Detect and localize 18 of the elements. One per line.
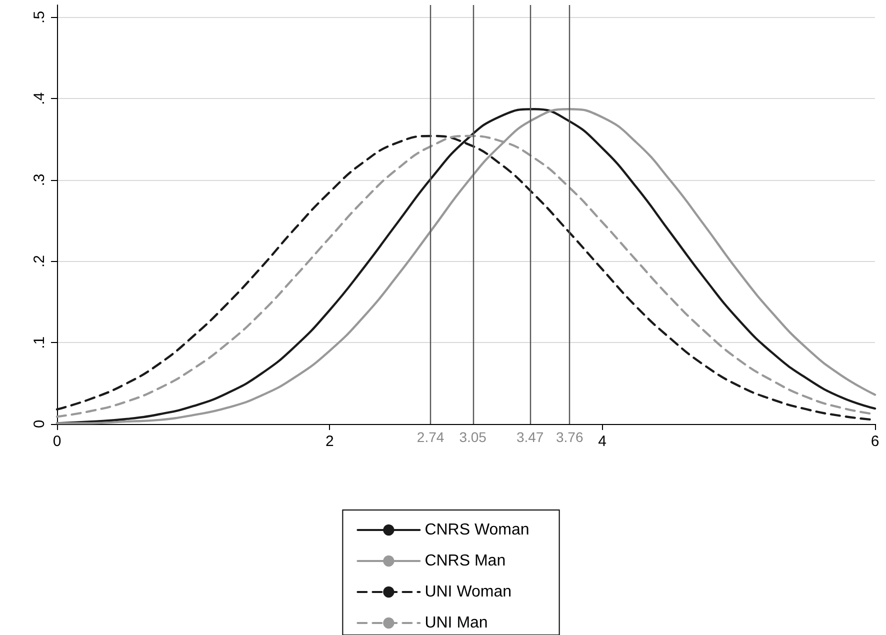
ref-line-label: 3.47 [516,429,544,445]
legend-label: UNI Man [424,614,488,632]
x-tick-label: 0 [52,433,62,450]
x-tick-label: 6 [870,433,880,450]
x-tick-label: 2 [325,433,334,450]
y-tick-label: .4 [31,92,48,105]
x-tick-label: 4 [598,433,607,450]
y-tick-label: .3 [31,174,48,186]
y-tick-label: 0 [31,420,48,428]
legend-label: CNRS Man [424,552,506,570]
ref-line-label: 3.05 [459,429,487,445]
y-tick-label: .2 [31,255,48,268]
y-tick-label: .5 [31,10,48,24]
legend-label: UNI Woman [424,584,512,600]
ref-line-label: 2.74 [416,429,444,445]
legend-label: CNRS Woman [424,522,530,538]
y-tick-label: .1 [31,336,48,349]
ref-line-label: 3.76 [556,429,584,445]
